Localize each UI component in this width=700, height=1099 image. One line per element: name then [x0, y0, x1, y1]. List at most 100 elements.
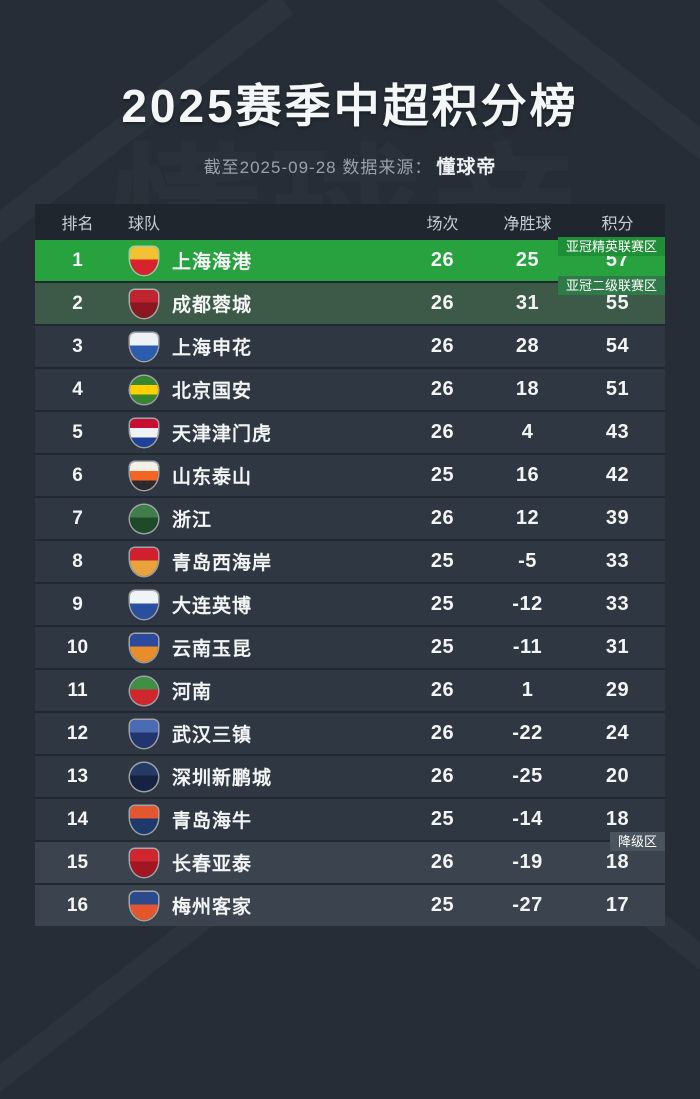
rank-cell: 15: [66, 851, 89, 873]
goal-diff-cell: 31: [515, 292, 540, 314]
points-cell: 29: [605, 679, 630, 701]
table-row: 9 大连英博 25 -12 33: [35, 582, 665, 625]
table-row: 4 北京国安 26 18 51: [35, 367, 665, 410]
team-name: 天津津门虎: [172, 424, 273, 445]
team-cell: 云南玉昆: [120, 633, 400, 662]
zone-badge: 亚冠二级联赛区: [557, 276, 665, 295]
team-logo-icon: [130, 461, 158, 490]
points-cell: 54: [605, 335, 630, 357]
header-section: 2025赛季中超积分榜 截至2025-09-28 数据来源： 懂球帝: [0, 0, 700, 179]
team-logo-icon: [130, 418, 158, 447]
team-cell: 北京国安: [120, 375, 400, 404]
table-row: 14 青岛海牛 25 -14 18: [35, 797, 665, 840]
played-cell: 26: [430, 292, 455, 314]
table-row: 16 梅州客家 25 -27 17: [35, 883, 665, 926]
played-cell: 25: [430, 894, 455, 916]
zone-badge: 亚冠精英联赛区: [557, 237, 665, 256]
rank-cell: 5: [72, 421, 83, 443]
header-team: 球队: [128, 216, 161, 233]
rank-cell: 2: [72, 292, 83, 314]
points-cell: 18: [605, 851, 630, 873]
table-row: 1 上海海港 26 25 57 亚冠精英联赛区: [35, 237, 665, 281]
table-header-row: 排名 球队 场次 净胜球 积分: [35, 204, 665, 240]
team-logo-icon: [130, 805, 158, 834]
team-cell: 青岛西海岸: [120, 547, 400, 576]
points-cell: 51: [605, 378, 630, 400]
rank-cell: 16: [66, 894, 89, 916]
rank-cell: 4: [72, 378, 83, 400]
team-logo-icon: [130, 891, 158, 920]
team-cell: 梅州客家: [120, 891, 400, 920]
rank-cell: 10: [66, 636, 89, 658]
team-name: 浙江: [172, 510, 213, 531]
table-row: 7 浙江 26 12 39: [35, 496, 665, 539]
team-logo-icon: [130, 633, 158, 662]
rank-cell: 1: [72, 249, 83, 271]
goal-diff-cell: 12: [515, 507, 540, 529]
table-row: 5 天津津门虎 26 4 43: [35, 410, 665, 453]
points-cell: 39: [605, 507, 630, 529]
standings-table: 排名 球队 场次 净胜球 积分 1 上海海港 26 25 57 亚冠精英联赛区 …: [35, 204, 665, 926]
team-cell: 山东泰山: [120, 461, 400, 490]
played-cell: 25: [430, 636, 455, 658]
goal-diff-cell: 1: [521, 679, 534, 701]
zone-badge: 降级区: [609, 832, 665, 851]
standings-body: 1 上海海港 26 25 57 亚冠精英联赛区 2 成都蓉城 26 31 55 …: [35, 237, 665, 926]
team-cell: 河南: [120, 676, 400, 705]
team-logo-icon: [130, 676, 158, 705]
team-cell: 深圳新鹏城: [120, 762, 400, 791]
header-gd: 净胜球: [503, 216, 552, 233]
table-row: 6 山东泰山 25 16 42: [35, 453, 665, 496]
goal-diff-cell: -12: [512, 593, 543, 615]
team-logo-icon: [130, 547, 158, 576]
played-cell: 26: [430, 507, 455, 529]
team-name: 山东泰山: [172, 467, 253, 488]
played-cell: 26: [430, 765, 455, 787]
team-name: 大连英博: [172, 596, 253, 617]
team-cell: 浙江: [120, 504, 400, 533]
as-of-text: 截至2025-09-28 数据来源：: [203, 158, 433, 177]
goal-diff-cell: -14: [512, 808, 543, 830]
goal-diff-cell: -11: [512, 636, 543, 658]
team-name: 青岛海牛: [172, 811, 253, 832]
played-cell: 25: [430, 550, 455, 572]
points-cell: 55: [605, 292, 630, 314]
goal-diff-cell: 25: [515, 249, 540, 271]
team-logo-icon: [130, 848, 158, 877]
goal-diff-cell: 28: [515, 335, 540, 357]
played-cell: 25: [430, 464, 455, 486]
points-cell: 31: [605, 636, 630, 658]
team-cell: 青岛海牛: [120, 805, 400, 834]
points-cell: 33: [605, 550, 630, 572]
team-name: 青岛西海岸: [172, 553, 273, 574]
team-logo-icon: [130, 375, 158, 404]
rank-cell: 11: [67, 679, 88, 701]
team-logo-icon: [130, 246, 158, 275]
goal-diff-cell: -22: [512, 722, 543, 744]
data-source-label: 懂球帝: [436, 157, 497, 178]
team-name: 北京国安: [172, 381, 253, 402]
played-cell: 26: [430, 722, 455, 744]
team-cell: 天津津门虎: [120, 418, 400, 447]
rank-cell: 14: [66, 808, 89, 830]
team-logo-icon: [130, 504, 158, 533]
rank-cell: 7: [72, 507, 83, 529]
team-cell: 武汉三镇: [120, 719, 400, 748]
team-logo-icon: [130, 332, 158, 361]
team-cell: 大连英博: [120, 590, 400, 619]
team-name: 云南玉昆: [172, 639, 253, 660]
played-cell: 25: [430, 593, 455, 615]
rank-cell: 12: [66, 722, 89, 744]
rank-cell: 9: [72, 593, 83, 615]
team-cell: 成都蓉城: [120, 289, 400, 318]
points-cell: 42: [605, 464, 630, 486]
header-played: 场次: [426, 216, 459, 233]
rank-cell: 6: [72, 464, 83, 486]
team-logo-icon: [130, 289, 158, 318]
played-cell: 26: [430, 335, 455, 357]
team-name: 梅州客家: [172, 897, 253, 918]
header-rank: 排名: [61, 216, 94, 233]
team-logo-icon: [130, 719, 158, 748]
points-cell: 20: [605, 765, 630, 787]
goal-diff-cell: 4: [521, 421, 534, 443]
